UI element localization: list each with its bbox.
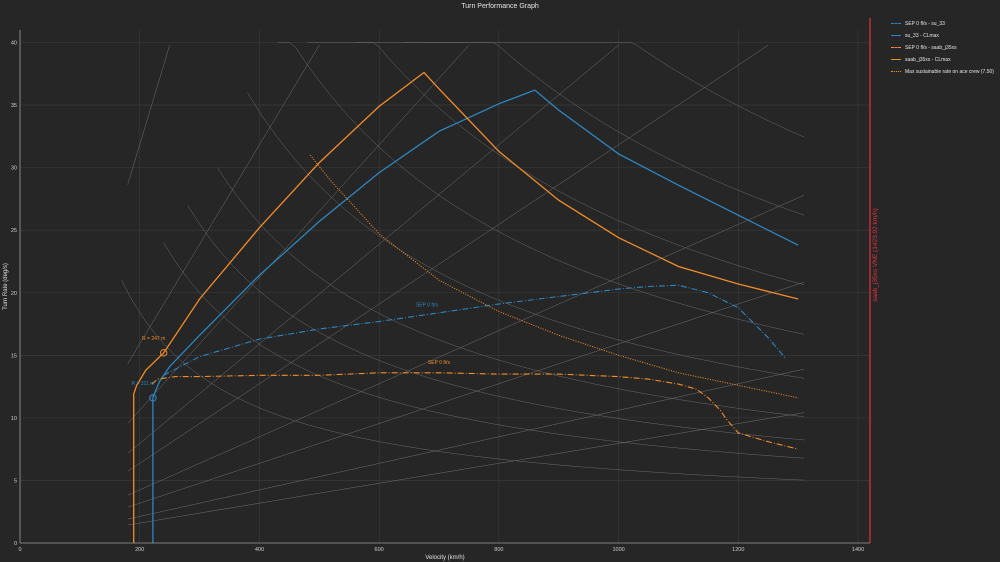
radius-curve	[127, 412, 805, 526]
load-curve	[403, 42, 805, 138]
legend: SEP 0 fl/s - su_33 su_33 - CLmax SEP 0 fl/…	[886, 18, 998, 78]
y-tick-label: 30	[11, 166, 17, 172]
annotation-label: SEP 0 ft/s	[428, 360, 451, 366]
radius-curve	[127, 281, 805, 508]
legend-item: SEP 0 fl/s - saab_j35xs	[886, 42, 998, 54]
y-tick-label: 20	[11, 291, 17, 297]
series-line-0	[163, 284, 787, 376]
chart-title: Turn Performance Graph	[461, 3, 539, 10]
series-line-2	[151, 372, 799, 450]
y-tick-label: 0	[14, 541, 17, 547]
x-tick-label: 1400	[852, 547, 864, 553]
legend-item: SEP 0 fl/s - su_33	[886, 18, 998, 30]
radius-curve	[127, 45, 619, 454]
legend-item: su_33 - CLmax	[886, 30, 998, 42]
load-curve	[187, 205, 805, 441]
y-tick-label: 5	[14, 478, 17, 484]
radius-curve	[127, 368, 805, 520]
radius-curves	[121, 42, 805, 526]
legend-label: SEP 0 fl/s - saab_j35xs	[905, 45, 957, 51]
x-tick-label: 1000	[612, 547, 624, 553]
x-tick-label: 0	[18, 547, 21, 553]
annotation-marker	[159, 349, 168, 357]
grid	[19, 30, 870, 544]
legend-item: Max sustainable rate on ace crew (7.50)	[886, 66, 998, 78]
radius-curve	[127, 194, 805, 496]
y-axis-label: Turn Rate (deg/s)	[3, 263, 9, 310]
radius-curve	[127, 44, 769, 472]
x-tick-label: 400	[255, 547, 264, 553]
radius-curve	[127, 45, 320, 364]
load-curve	[163, 242, 805, 459]
legend-item: saab_j35xs - CLmax	[886, 54, 998, 66]
vne-label: saab_j35xs VNE (1423.92 km/h)	[872, 208, 879, 302]
series-line-3	[133, 71, 799, 543]
legend-swatch	[891, 47, 901, 48]
legend-label: Max sustainable rate on ace crew (7.50)	[905, 69, 994, 75]
y-tick-label: 15	[11, 353, 17, 359]
radius-curve	[127, 45, 170, 185]
annotation-label: R = 247 m	[142, 336, 165, 342]
annotation-marker	[149, 394, 157, 402]
legend-swatch	[891, 59, 901, 60]
x-tick-label: 1200	[732, 547, 744, 553]
axes: 0 200 400 600 800 1000 1200 1400 0 5 10 15 20 25 30 35 4…	[3, 18, 879, 561]
load-curve	[277, 42, 805, 335]
legend-swatch	[891, 71, 901, 72]
x-tick-label: 200	[135, 547, 144, 553]
legend-swatch	[891, 35, 901, 36]
legend-label: SEP 0 fl/s - su_33	[905, 21, 945, 27]
annotation-label: R = 311 m	[131, 381, 154, 387]
y-tick-label: 10	[11, 416, 17, 422]
load-curve	[307, 42, 805, 286]
annotation-label: SEP 0 ft/s	[416, 302, 439, 308]
y-tick-label: 25	[11, 228, 17, 234]
load-curve	[121, 280, 805, 481]
series-line-1	[152, 89, 799, 543]
radius-curve	[127, 45, 470, 424]
annotations: R = 247 m R = 311 m SEP 0 ft/s SEP 0 ft/s	[131, 302, 451, 402]
load-curve	[217, 167, 805, 417]
load-curve	[247, 92, 805, 379]
series-lines	[133, 71, 799, 543]
legend-label: su_33 - CLmax	[905, 33, 939, 39]
y-tick-label: 40	[11, 41, 17, 47]
load-curve	[355, 42, 805, 216]
x-tick-label: 600	[375, 547, 384, 553]
y-tick-label: 35	[11, 103, 17, 109]
legend-label: saab_j35xs - CLmax	[905, 57, 951, 63]
x-axis-label: Velocity (km/h)	[425, 555, 464, 561]
series-line-4	[309, 154, 799, 399]
legend-swatch	[891, 23, 901, 24]
x-tick-label: 800	[494, 547, 503, 553]
